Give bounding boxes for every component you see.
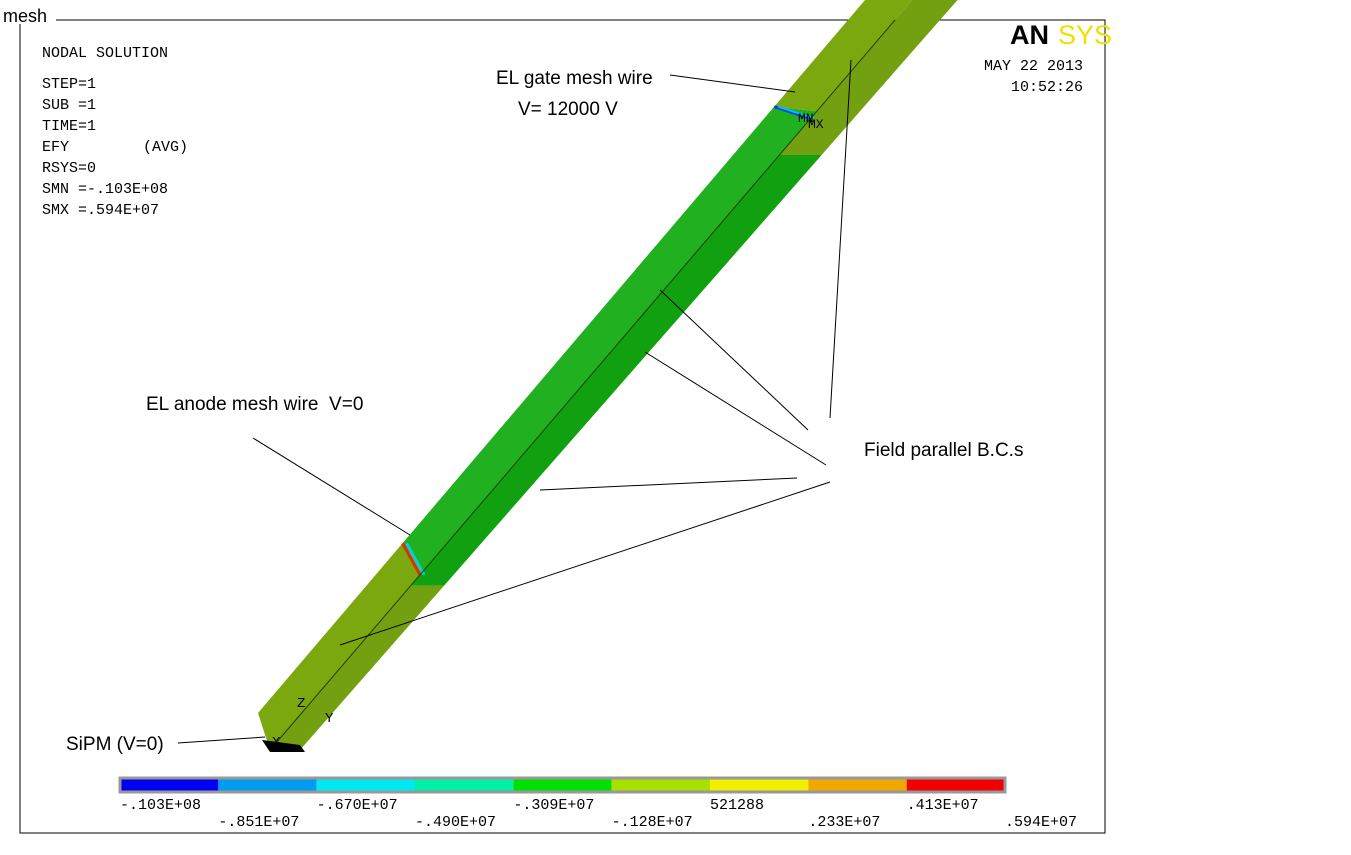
logo-sys: SYS bbox=[1058, 20, 1112, 50]
info-line: (AVG) bbox=[143, 139, 188, 156]
annotation: EL anode mesh wire V=0 bbox=[146, 394, 363, 415]
axis-y-label: Y bbox=[325, 711, 334, 727]
legend-label: -.103E+08 bbox=[120, 797, 201, 814]
annotation: EL gate mesh wire bbox=[496, 68, 653, 89]
annotation: Field parallel B.C.s bbox=[864, 440, 1023, 461]
leader-line bbox=[539, 477, 798, 491]
gate-wire bbox=[773, 105, 812, 120]
info-line: NODAL SOLUTION bbox=[42, 45, 168, 62]
title-bg bbox=[0, 0, 56, 24]
time: 10:52:26 bbox=[1011, 79, 1083, 96]
color-legend: -.103E+08 -.851E+07 -.670E+07 -.490E+07 -.30… bbox=[118, 776, 1077, 831]
legend-swatch bbox=[611, 778, 710, 792]
legend-swatch bbox=[710, 778, 809, 792]
leader-line bbox=[829, 59, 852, 419]
leader-line bbox=[252, 437, 411, 536]
beam-face bbox=[258, 543, 424, 750]
gate-wire bbox=[777, 105, 815, 120]
legend-label: -.851E+07 bbox=[218, 814, 299, 831]
legend-label: -.490E+07 bbox=[415, 814, 496, 831]
logo-an: AN bbox=[1010, 20, 1049, 50]
legend-label: .413E+07 bbox=[907, 797, 979, 814]
info-line: EFY bbox=[42, 139, 69, 156]
leader-line bbox=[339, 481, 831, 646]
legend-label: 521288 bbox=[710, 797, 764, 814]
leader-line bbox=[669, 74, 796, 93]
info-line: STEP=1 bbox=[42, 76, 96, 93]
beam-face bbox=[774, 0, 913, 112]
info-line: SUB =1 bbox=[42, 97, 96, 114]
annotation: V= 12000 V bbox=[518, 99, 618, 120]
sipm bbox=[262, 740, 305, 752]
legend-label: .233E+07 bbox=[808, 814, 880, 831]
legend-swatch bbox=[316, 778, 415, 792]
info-line: TIME=1 bbox=[42, 118, 96, 135]
beam-face bbox=[270, 585, 444, 750]
info-line: RSYS=0 bbox=[42, 160, 96, 177]
max-label: MX bbox=[808, 117, 824, 132]
legend-swatch bbox=[906, 778, 1005, 792]
window-title: mesh bbox=[3, 6, 47, 26]
min-label: MN bbox=[798, 111, 814, 126]
anode-wire bbox=[405, 542, 426, 576]
axis-z-label: Z bbox=[297, 696, 305, 712]
legend-swatch bbox=[808, 778, 907, 792]
info-line: SMX =.594E+07 bbox=[42, 202, 159, 219]
legend-border bbox=[118, 776, 1007, 794]
info-line: SMN =-.103E+08 bbox=[42, 181, 168, 198]
legend-swatch bbox=[218, 778, 317, 792]
axis-x-label: X bbox=[272, 735, 281, 751]
leader-line bbox=[659, 289, 809, 431]
beam-face bbox=[410, 155, 822, 586]
beam-edge bbox=[269, 19, 896, 751]
legend-swatch bbox=[415, 778, 514, 792]
beam-face bbox=[402, 106, 817, 572]
beam-model bbox=[258, 0, 958, 752]
legend-label: -.670E+07 bbox=[317, 797, 398, 814]
annotation: SiPM (V=0) bbox=[66, 734, 164, 755]
leader-line bbox=[644, 351, 827, 466]
legend-label: .594E+07 bbox=[1005, 814, 1077, 831]
date: MAY 22 2013 bbox=[984, 58, 1083, 75]
legend-label: -.309E+07 bbox=[513, 797, 594, 814]
anode-wire bbox=[401, 542, 422, 576]
legend-swatch bbox=[513, 778, 612, 792]
legend-swatch bbox=[120, 778, 219, 792]
leader-line bbox=[177, 736, 266, 744]
legend-label: -.128E+07 bbox=[612, 814, 693, 831]
beam-face bbox=[779, 0, 958, 156]
